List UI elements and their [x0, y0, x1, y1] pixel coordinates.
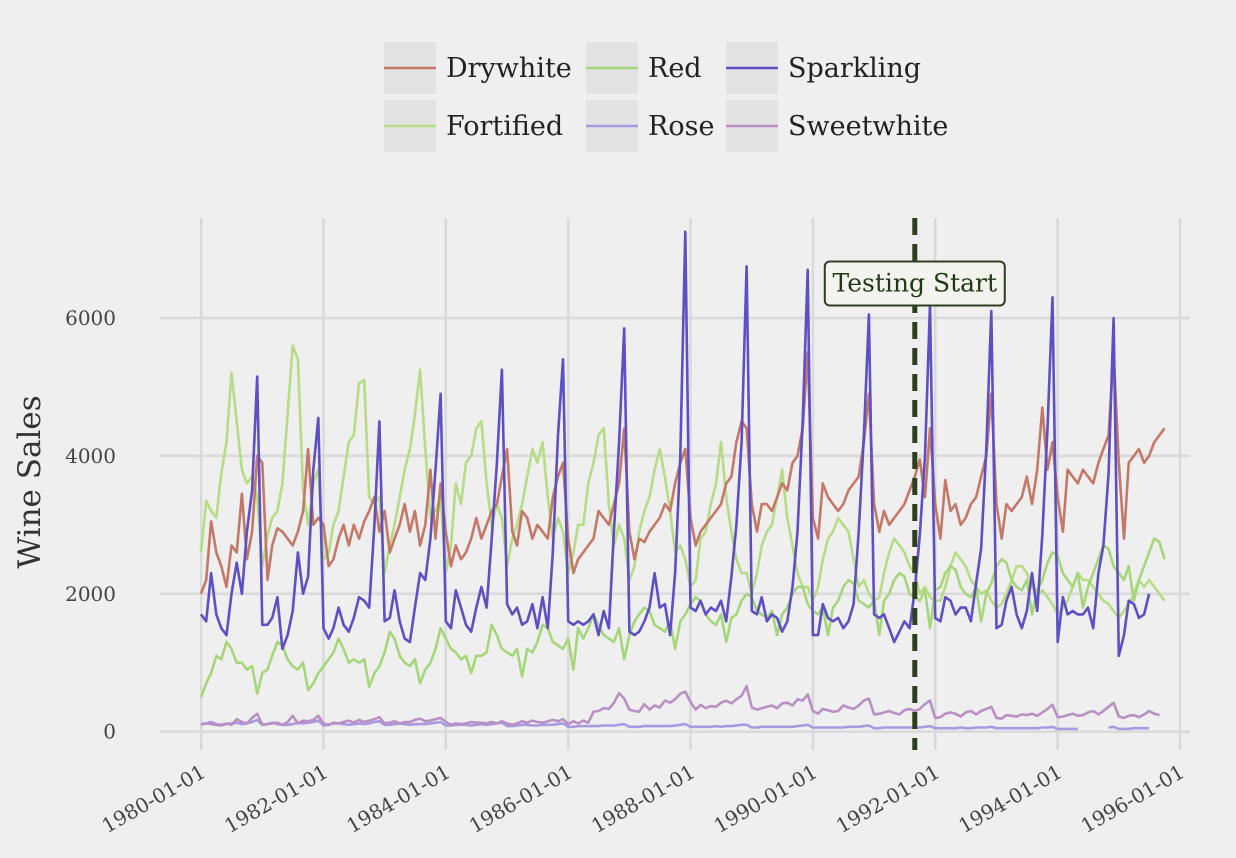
series-line-fortified — [199, 344, 1166, 620]
x-tick-label: 1996-01-01 — [1077, 760, 1189, 838]
y-tick-label: 2000 — [65, 582, 116, 606]
x-tick-label: 1986-01-01 — [465, 760, 577, 838]
x-tick-label: 1980-01-01 — [98, 760, 210, 838]
x-tick-label: 1984-01-01 — [342, 760, 454, 838]
legend-label: Sweetwhite — [788, 111, 948, 142]
legend-label: Red — [648, 53, 702, 84]
legend: Drywhite Red Sparkling Fortified Rose Sweetwh… — [384, 42, 948, 152]
series-line-rose — [200, 718, 1150, 731]
series-line-sparkling — [199, 230, 1151, 658]
annotation-box — [823, 260, 1006, 307]
annotation-label: Testing Start — [833, 269, 998, 298]
x-tick-label: 1994-01-01 — [954, 760, 1066, 838]
legend-label: Fortified — [446, 111, 563, 142]
y-tick-label: 6000 — [65, 306, 116, 330]
y-tick-label: 4000 — [65, 444, 116, 468]
x-tick-label: 1988-01-01 — [587, 760, 699, 838]
series-line-sweetwhite — [200, 684, 1160, 727]
x-tick-label: 1992-01-01 — [832, 760, 944, 838]
y-axis-label: Wine Sales — [12, 395, 48, 568]
annotation-layer: Testing Start — [823, 218, 1006, 750]
series-layer — [199, 230, 1166, 731]
legend-item-sweetwhite: Sweetwhite — [726, 100, 948, 152]
series-line-drywhite — [199, 351, 1166, 595]
legend-item-red: Red — [586, 42, 702, 94]
y-tick-label: 0 — [103, 720, 116, 744]
legend-label: Sparkling — [788, 53, 921, 84]
legend-item-sparkling: Sparkling — [726, 42, 921, 94]
legend-item-drywhite: Drywhite — [384, 42, 572, 94]
series-line-red — [199, 537, 1166, 698]
legend-label: Drywhite — [446, 53, 572, 84]
legend-item-fortified: Fortified — [384, 100, 563, 152]
x-tick-label: 1982-01-01 — [220, 760, 332, 838]
x-tick-label: 1990-01-01 — [710, 760, 822, 838]
legend-item-rose: Rose — [586, 100, 714, 152]
legend-label: Rose — [648, 111, 714, 142]
